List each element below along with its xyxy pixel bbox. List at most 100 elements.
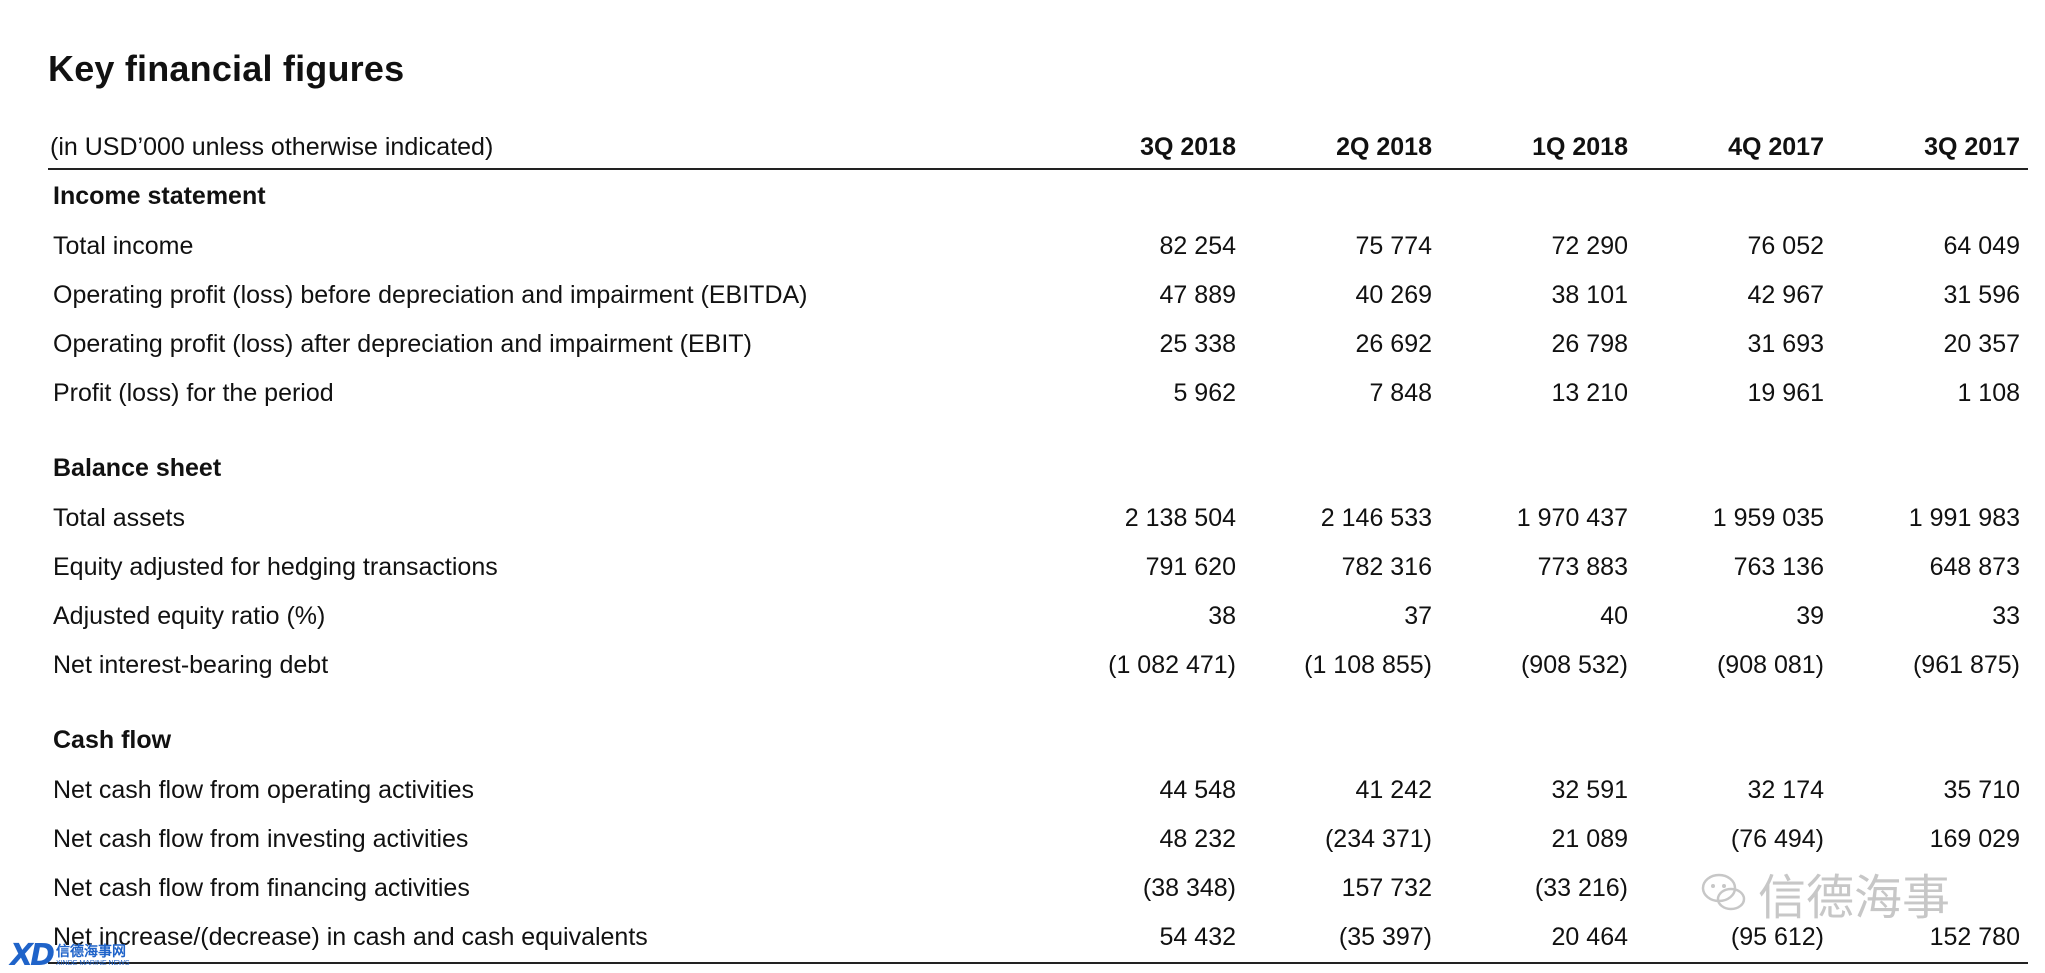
cell-value: 48 232 <box>1159 825 1236 853</box>
cell-value: 13 210 <box>1551 379 1628 407</box>
table-row: Operating profit (loss) before depreciat… <box>48 271 2028 320</box>
section-header-row: Balance sheet <box>48 442 2028 494</box>
cell-value: (908 081) <box>1716 651 1824 679</box>
cell-value: (76 494) <box>1730 825 1824 853</box>
table-row: Net interest-bearing debt (1 082 471) (1… <box>48 641 2028 690</box>
column-header-1q-2018: 1Q 2018 <box>1440 120 1636 170</box>
row-label: Net cash flow from investing activities <box>53 825 469 853</box>
section-spacer <box>48 418 2028 442</box>
cell-value: 26 798 <box>1551 330 1628 358</box>
row-label: Operating profit (loss) after depreciati… <box>53 330 752 358</box>
cell-value: 32 174 <box>1747 776 1824 804</box>
row-label: Equity adjusted for hedging transactions <box>53 553 498 581</box>
column-header-3q-2017: 3Q 2017 <box>1832 120 2028 170</box>
cell-value: 38 101 <box>1551 281 1628 309</box>
cell-value: 75 774 <box>1355 232 1432 260</box>
cell-value: 2 138 504 <box>1124 504 1236 532</box>
cell-value: (1 108 855) <box>1304 651 1432 679</box>
cell-value: 648 873 <box>1929 553 2020 581</box>
xinde-logo-english: XINDE MARINE NEWS <box>56 960 130 967</box>
cell-value: 19 961 <box>1747 379 1824 407</box>
cell-value: (961 875) <box>1912 651 2020 679</box>
page-title: Key financial figures <box>48 48 405 89</box>
xinde-logo: XD 信德海事网 XINDE MARINE NEWS <box>10 938 130 973</box>
cell-value: 1 959 035 <box>1712 504 1824 532</box>
row-label: Net cash flow from operating activities <box>53 776 475 804</box>
cell-value: (234 371) <box>1324 825 1432 853</box>
cell-value: 763 136 <box>1733 553 1824 581</box>
table-row: Net cash flow from investing activities … <box>48 815 2028 864</box>
xinde-logo-chinese: 信德海事网 <box>56 943 127 959</box>
section-title-income-statement: Income statement <box>53 181 266 210</box>
cell-value: 157 732 <box>1341 874 1432 902</box>
financial-table-container: (in USD’000 unless otherwise indicated) … <box>48 120 2028 964</box>
cell-value: 41 242 <box>1355 776 1432 804</box>
cell-value: 40 <box>1600 602 1628 630</box>
row-label: Net cash flow from financing activities <box>53 874 470 902</box>
cell-value: 37 <box>1404 602 1432 630</box>
cell-value: 169 029 <box>1929 825 2020 853</box>
wechat-watermark: 信德海事 <box>1700 858 1950 928</box>
cell-value: 2 146 533 <box>1320 504 1432 532</box>
row-label: Adjusted equity ratio (%) <box>53 602 326 630</box>
cell-value: 31 596 <box>1943 281 2020 309</box>
cell-value: 773 883 <box>1537 553 1628 581</box>
cell-value: 38 <box>1208 602 1236 630</box>
xinde-logo-mark: XD <box>10 938 55 973</box>
cell-value: 26 692 <box>1355 330 1432 358</box>
section-spacer <box>48 690 2028 714</box>
key-financial-figures-table: (in USD’000 unless otherwise indicated) … <box>48 120 2028 964</box>
cell-value: 1 108 <box>1957 379 2020 407</box>
cell-value: 152 780 <box>1832 913 2028 964</box>
cell-value: 64 049 <box>1943 232 2020 260</box>
cell-value: 39 <box>1796 602 1824 630</box>
cell-value: 782 316 <box>1341 553 1432 581</box>
section-header-row: Income statement <box>48 169 2028 222</box>
units-note: (in USD’000 unless otherwise indicated) <box>48 120 1048 170</box>
cell-value: 20 464 <box>1440 913 1636 964</box>
row-label: Net interest-bearing debt <box>53 651 329 679</box>
row-label: Operating profit (loss) before depreciat… <box>53 281 808 309</box>
cell-value: 31 693 <box>1747 330 1824 358</box>
table-row: Equity adjusted for hedging transactions… <box>48 543 2028 592</box>
cell-value: 76 052 <box>1747 232 1824 260</box>
cell-value: 47 889 <box>1159 281 1236 309</box>
cell-value: 33 <box>1992 602 2020 630</box>
section-title-cash-flow: Cash flow <box>53 725 172 754</box>
cell-value: (35 397) <box>1244 913 1440 964</box>
cell-value: 25 338 <box>1159 330 1236 358</box>
row-label: Total assets <box>53 504 186 532</box>
cell-value: 1 991 983 <box>1908 504 2020 532</box>
cell-value: 72 290 <box>1551 232 1628 260</box>
row-label: Net increase/(decrease) in cash and cash… <box>48 913 1048 964</box>
table-row: Net cash flow from financing activities … <box>48 864 2028 913</box>
cell-value: 1 970 437 <box>1516 504 1628 532</box>
wechat-icon <box>1701 873 1746 911</box>
cell-value: 40 269 <box>1355 281 1432 309</box>
cell-value: 20 357 <box>1943 330 2020 358</box>
cell-value: 35 710 <box>1943 776 2020 804</box>
row-label: Profit (loss) for the period <box>53 379 334 407</box>
table-row: Operating profit (loss) after depreciati… <box>48 320 2028 369</box>
cell-value: 21 089 <box>1551 825 1628 853</box>
cell-value: 42 967 <box>1747 281 1824 309</box>
cell-value: (33 216) <box>1534 874 1628 902</box>
cell-value: (95 612) <box>1636 913 1832 964</box>
cell-value: 82 254 <box>1159 232 1236 260</box>
table-row: Adjusted equity ratio (%) 38 37 40 39 33 <box>48 592 2028 641</box>
cell-value: 7 848 <box>1369 379 1432 407</box>
cell-value: 5 962 <box>1173 379 1236 407</box>
section-title-balance-sheet: Balance sheet <box>53 453 222 482</box>
table-header-row: (in USD’000 unless otherwise indicated) … <box>48 120 2028 170</box>
column-header-2q-2018: 2Q 2018 <box>1244 120 1440 170</box>
cell-value: 32 591 <box>1551 776 1628 804</box>
cell-value: 44 548 <box>1159 776 1236 804</box>
section-header-row: Cash flow <box>48 714 2028 766</box>
table-row: Total income 82 254 75 774 72 290 76 052… <box>48 222 2028 271</box>
table-row: Total assets 2 138 504 2 146 533 1 970 4… <box>48 494 2028 543</box>
table-row: Net increase/(decrease) in cash and cash… <box>48 913 2028 964</box>
cell-value: (908 532) <box>1520 651 1628 679</box>
cell-value: (1 082 471) <box>1108 651 1236 679</box>
xinde-logo-text: 信德海事网 XINDE MARINE NEWS <box>56 944 130 967</box>
table-row: Profit (loss) for the period 5 962 7 848… <box>48 369 2028 418</box>
